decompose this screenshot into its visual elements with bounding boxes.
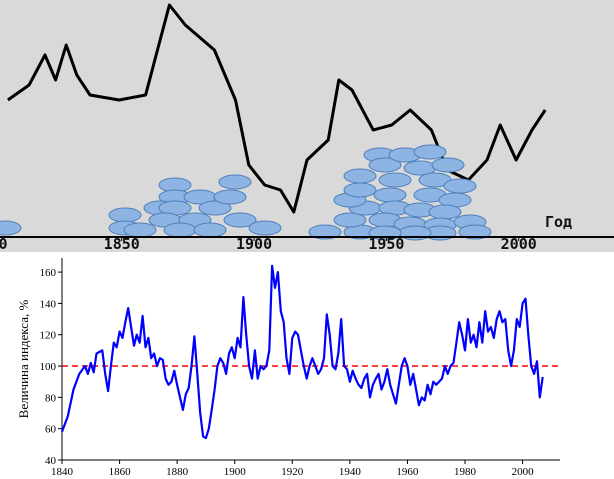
x-tick-label: 1880 [166,466,189,478]
y-tick-label: 40 [45,455,57,467]
coin [343,168,377,184]
coin [223,212,257,228]
x-tick-label: 2000 [512,466,535,478]
coin [163,222,197,238]
x-tick-label: 1800 [0,235,7,253]
coin [308,224,342,240]
coin [333,212,367,228]
y-tick-label: 120 [40,330,57,342]
x-tick-label: 1840 [51,466,74,478]
y-tick-label: 80 [45,392,57,404]
x-tick-label: 1950 [368,235,404,253]
coin [213,189,247,205]
y-tick-label: 100 [40,361,57,373]
y-tick-label: 140 [40,298,57,310]
coin [428,204,462,220]
x-tick-label: 1920 [281,466,304,478]
coin [378,172,412,188]
coin [0,220,22,236]
x-tick-label: 1900 [236,235,272,253]
coin [248,220,282,236]
coin [218,174,252,190]
coin [343,182,377,198]
x-tick-label: 1850 [104,235,140,253]
plot-background [0,0,614,252]
coin [413,144,447,160]
coin [193,222,227,238]
y-axis-label: Величина индекса, % [16,299,31,418]
y-tick-label: 60 [45,424,57,436]
x-tick-label: 2000 [501,235,537,253]
data-line [7,3,547,214]
x-tick-label: 1960 [396,466,419,478]
x-tick-label: 1980 [454,466,477,478]
coin [458,224,492,240]
coin [443,178,477,194]
coin [108,207,142,223]
x-axis-label: Год [545,213,572,231]
x-tick-label: 1860 [109,466,132,478]
data-line [60,264,544,440]
x-tick-label: 1940 [339,466,362,478]
coin [373,187,407,203]
coin [431,157,465,173]
coin [368,157,402,173]
y-tick-label: 160 [40,267,57,279]
coin [198,200,232,216]
x-tick-label: 1900 [224,466,247,478]
